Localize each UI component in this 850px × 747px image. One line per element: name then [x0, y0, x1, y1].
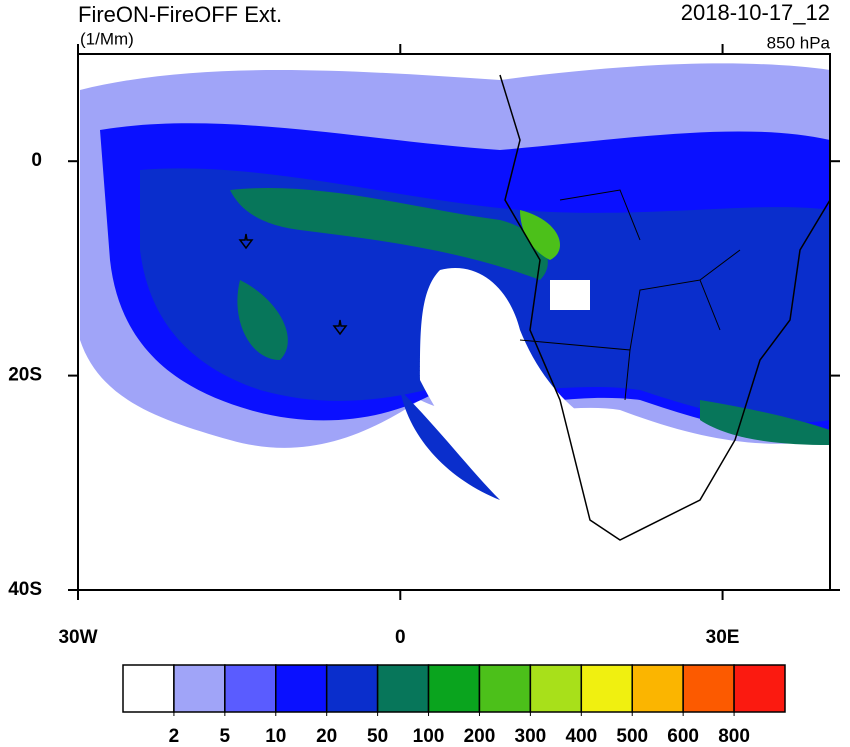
x-tick-label: 0: [395, 627, 406, 648]
y-tick-label: 20S: [8, 365, 42, 386]
level: 850 hPa: [767, 33, 831, 52]
colorbar-label: 800: [718, 726, 750, 747]
colorbar-label: 600: [667, 726, 699, 747]
colorbar-label: 10: [265, 726, 286, 747]
title: FireON-FireOFF Ext.: [78, 2, 282, 27]
colorbar-label: 5: [220, 726, 231, 747]
colorbar-label: 20: [316, 726, 337, 747]
units: (1/Mm): [80, 29, 134, 48]
colorbar-box: [325, 664, 379, 713]
y-tick-label: 0: [31, 150, 42, 171]
x-tick-label: 30E: [706, 627, 740, 648]
x-tick-label: 30W: [58, 627, 97, 648]
colorbar-label: 2: [169, 726, 180, 747]
colorbar-label: 100: [413, 726, 445, 747]
colorbar-box: [376, 664, 430, 713]
date: 2018-10-17_12: [681, 0, 830, 25]
colorbar-box: [733, 664, 786, 713]
colorbar-box: [122, 664, 175, 713]
colorbar-box: [478, 664, 532, 713]
colorbar-label: 200: [464, 726, 496, 747]
colorbar-label: 50: [367, 726, 388, 747]
map-field: [78, 54, 830, 590]
colorbar-box: [580, 664, 633, 713]
colorbar-box: [224, 664, 277, 713]
colorbar-box: [631, 664, 684, 713]
colorbar-box: [682, 664, 735, 713]
colorbar-box: [529, 664, 583, 713]
colorbar-label: 300: [515, 726, 547, 747]
colorbar-box: [275, 664, 328, 713]
map-frame: [77, 53, 831, 591]
y-tick-label: 40S: [8, 579, 42, 600]
colorbar-box: [173, 664, 226, 713]
colorbar-label: 500: [616, 726, 648, 747]
colorbar-box: [427, 664, 481, 713]
colorbar-label: 400: [565, 726, 597, 747]
